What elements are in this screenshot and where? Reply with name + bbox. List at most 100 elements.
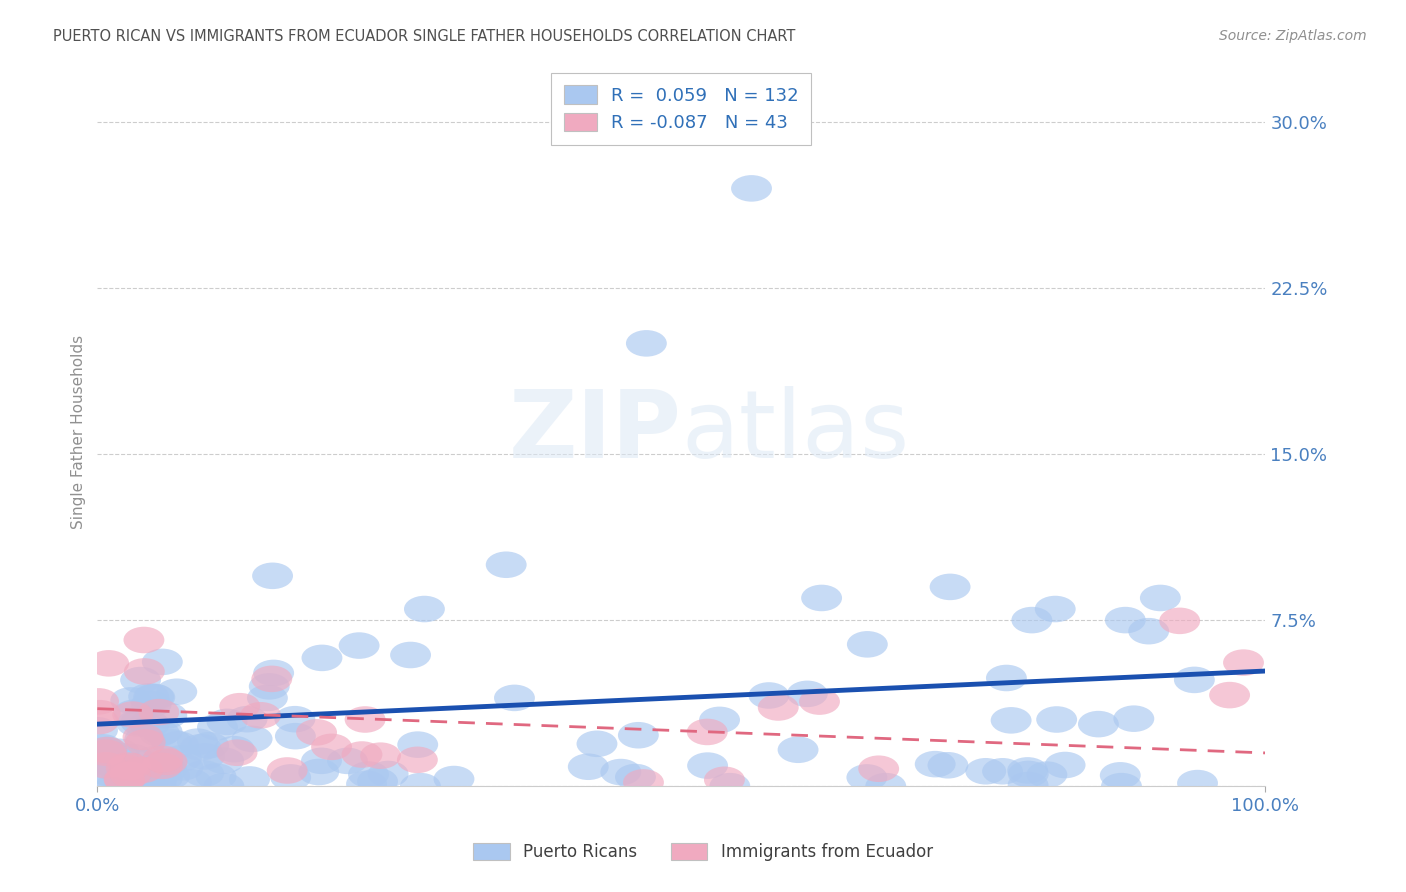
Ellipse shape — [1174, 666, 1215, 693]
Ellipse shape — [485, 551, 527, 578]
Ellipse shape — [195, 764, 236, 789]
Ellipse shape — [688, 752, 728, 779]
Ellipse shape — [107, 764, 148, 791]
Ellipse shape — [1177, 770, 1218, 797]
Ellipse shape — [100, 743, 141, 769]
Ellipse shape — [1036, 706, 1077, 733]
Ellipse shape — [966, 758, 1007, 785]
Ellipse shape — [86, 739, 127, 766]
Ellipse shape — [84, 762, 125, 789]
Ellipse shape — [124, 726, 166, 752]
Ellipse shape — [349, 761, 389, 788]
Ellipse shape — [82, 734, 122, 761]
Ellipse shape — [1045, 752, 1085, 779]
Ellipse shape — [121, 709, 162, 736]
Ellipse shape — [983, 758, 1024, 785]
Ellipse shape — [204, 772, 245, 799]
Ellipse shape — [1035, 596, 1076, 623]
Ellipse shape — [1008, 772, 1049, 798]
Ellipse shape — [110, 687, 152, 714]
Ellipse shape — [274, 706, 315, 732]
Ellipse shape — [1128, 618, 1170, 644]
Ellipse shape — [131, 691, 172, 717]
Ellipse shape — [112, 744, 153, 771]
Ellipse shape — [79, 708, 120, 734]
Ellipse shape — [1223, 649, 1264, 676]
Ellipse shape — [163, 754, 204, 780]
Ellipse shape — [146, 749, 187, 776]
Ellipse shape — [731, 175, 772, 202]
Ellipse shape — [686, 719, 728, 745]
Ellipse shape — [122, 759, 163, 786]
Ellipse shape — [79, 688, 120, 714]
Ellipse shape — [172, 769, 212, 796]
Ellipse shape — [929, 574, 970, 600]
Ellipse shape — [226, 706, 267, 732]
Ellipse shape — [124, 658, 165, 685]
Ellipse shape — [152, 729, 193, 756]
Ellipse shape — [617, 722, 659, 748]
Ellipse shape — [1101, 772, 1142, 799]
Ellipse shape — [396, 747, 437, 773]
Ellipse shape — [122, 756, 163, 783]
Ellipse shape — [301, 747, 342, 774]
Ellipse shape — [146, 702, 187, 729]
Ellipse shape — [146, 756, 187, 782]
Ellipse shape — [142, 746, 183, 772]
Ellipse shape — [253, 660, 294, 686]
Ellipse shape — [865, 772, 907, 799]
Ellipse shape — [846, 764, 887, 790]
Ellipse shape — [87, 737, 128, 764]
Ellipse shape — [156, 679, 197, 705]
Ellipse shape — [124, 627, 165, 653]
Ellipse shape — [301, 645, 343, 671]
Ellipse shape — [138, 698, 180, 725]
Ellipse shape — [787, 681, 828, 707]
Ellipse shape — [96, 772, 136, 799]
Ellipse shape — [758, 694, 799, 721]
Ellipse shape — [146, 748, 187, 775]
Ellipse shape — [858, 756, 898, 782]
Ellipse shape — [122, 723, 163, 750]
Ellipse shape — [117, 760, 157, 787]
Ellipse shape — [404, 596, 444, 623]
Text: PUERTO RICAN VS IMMIGRANTS FROM ECUADOR SINGLE FATHER HOUSEHOLDS CORRELATION CHA: PUERTO RICAN VS IMMIGRANTS FROM ECUADOR … — [53, 29, 796, 44]
Ellipse shape — [368, 761, 409, 788]
Ellipse shape — [710, 772, 751, 799]
Ellipse shape — [311, 733, 352, 760]
Ellipse shape — [252, 665, 292, 692]
Ellipse shape — [214, 736, 254, 763]
Ellipse shape — [134, 683, 174, 710]
Ellipse shape — [84, 742, 125, 769]
Ellipse shape — [90, 760, 131, 787]
Ellipse shape — [614, 764, 655, 790]
Ellipse shape — [799, 689, 839, 714]
Ellipse shape — [138, 751, 179, 778]
Ellipse shape — [991, 707, 1032, 733]
Ellipse shape — [623, 769, 664, 796]
Ellipse shape — [110, 753, 152, 780]
Y-axis label: Single Father Households: Single Father Households — [72, 334, 86, 529]
Ellipse shape — [1011, 607, 1052, 633]
Ellipse shape — [135, 760, 176, 787]
Ellipse shape — [297, 719, 337, 746]
Ellipse shape — [846, 631, 887, 657]
Ellipse shape — [98, 739, 139, 765]
Ellipse shape — [252, 563, 292, 589]
Ellipse shape — [357, 768, 398, 795]
Ellipse shape — [112, 701, 153, 728]
Ellipse shape — [494, 684, 534, 711]
Ellipse shape — [568, 754, 609, 780]
Ellipse shape — [360, 742, 401, 769]
Ellipse shape — [86, 752, 127, 779]
Ellipse shape — [86, 737, 127, 764]
Ellipse shape — [1159, 607, 1201, 634]
Ellipse shape — [197, 714, 238, 740]
Ellipse shape — [183, 760, 224, 787]
Ellipse shape — [139, 720, 180, 747]
Ellipse shape — [83, 748, 124, 775]
Ellipse shape — [125, 729, 166, 756]
Ellipse shape — [1007, 757, 1047, 784]
Ellipse shape — [232, 725, 273, 752]
Ellipse shape — [1209, 681, 1250, 708]
